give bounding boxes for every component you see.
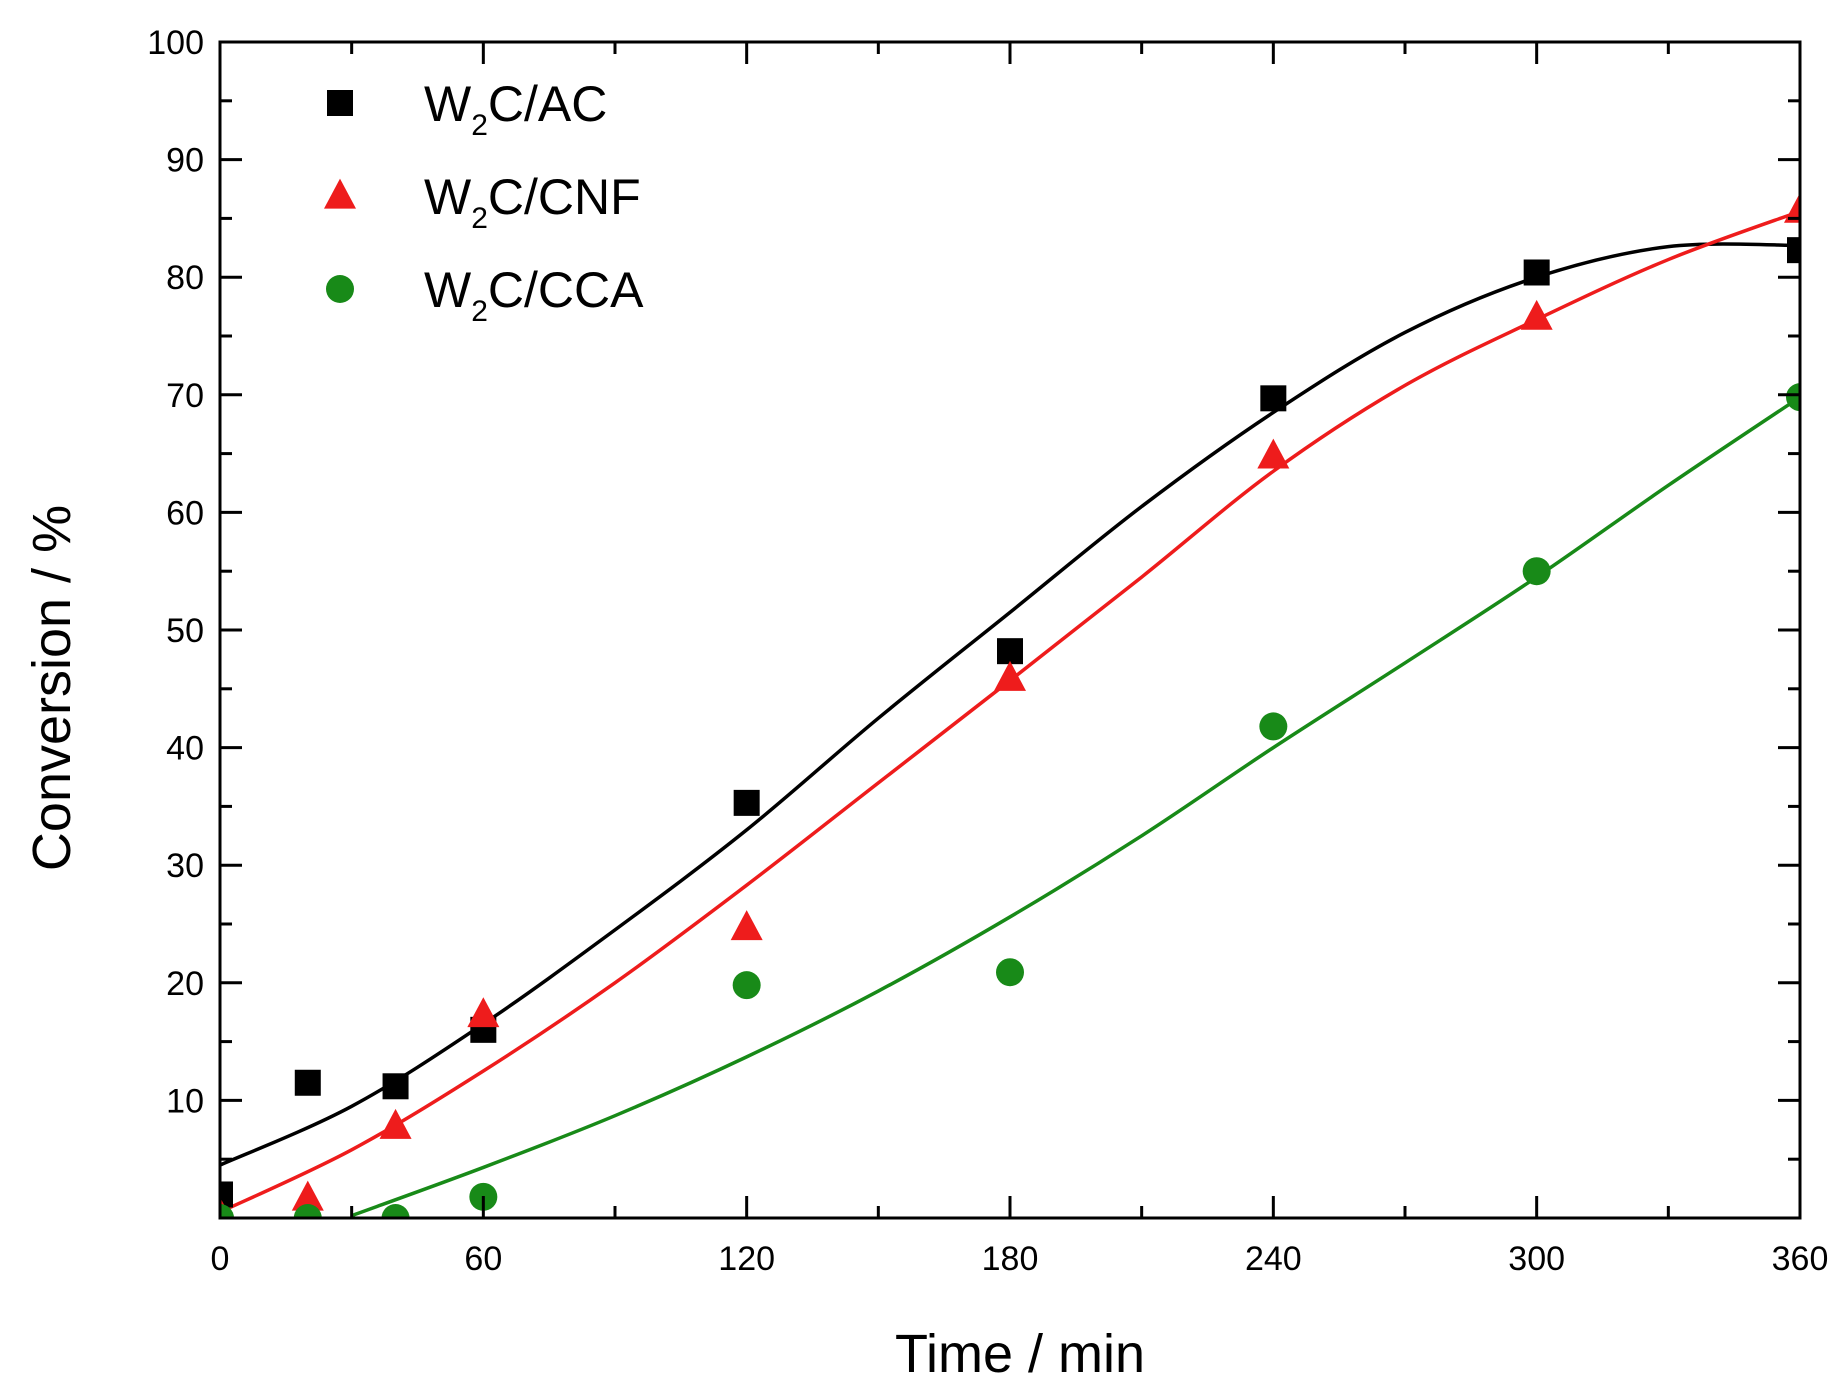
point-w2c-cnf [1520, 299, 1553, 330]
y-tick-label: 40 [166, 730, 204, 768]
point-w2c-cnf [994, 660, 1026, 691]
legend: W2C/AC W2C/CNF W2C/CCA [324, 76, 644, 328]
point-w2c-cnf [730, 910, 763, 941]
x-tick-label: 240 [1245, 1240, 1302, 1278]
point-w2c-ac [997, 638, 1023, 665]
y-tick-label: 20 [166, 965, 204, 1003]
legend-marker-w2c-ac [327, 90, 353, 116]
point-w2c-cca [293, 1204, 322, 1218]
x-tick-label: 0 [211, 1240, 230, 1278]
x-tick-label: 360 [1772, 1240, 1829, 1278]
point-w2c-cnf [1257, 438, 1290, 469]
point-w2c-cca [732, 971, 761, 1000]
point-w2c-cnf [291, 1180, 324, 1211]
x-tick-label: 180 [982, 1240, 1039, 1278]
point-w2c-cnf [467, 997, 500, 1028]
x-tick-label: 120 [718, 1240, 775, 1278]
y-tick-label: 70 [166, 377, 204, 415]
point-w2c-ac [1260, 385, 1287, 412]
fit-line-w2c-ac [220, 242, 1800, 1167]
y-tick-label: 10 [166, 1082, 204, 1120]
legend-label-w2c-cca: W2C/CCA [424, 262, 644, 328]
x-tick-label: 60 [464, 1240, 502, 1278]
legend-label-w2c-ac: W2C/AC [424, 76, 607, 142]
point-w2c-cnf [1784, 192, 1800, 223]
series-w2c-cca [220, 383, 1800, 1218]
y-tick-label: 80 [166, 259, 204, 297]
tick-labels: 0 60 120 180 240 300 360 10 20 30 40 50 60 70 80 90 100 [147, 24, 1828, 1278]
y-tick-label: 50 [166, 612, 204, 650]
point-w2c-cnf [379, 1108, 412, 1139]
legend-marker-w2c-cca [326, 275, 354, 303]
axis-ticks [218, 40, 1802, 1218]
point-w2c-ac [733, 789, 760, 816]
y-tick-label: 90 [166, 142, 204, 180]
legend-marker-w2c-cnf [324, 178, 356, 209]
fit-line-w2c-cnf [220, 209, 1800, 1214]
point-w2c-ac [220, 1181, 233, 1208]
point-w2c-cca [1522, 557, 1551, 586]
point-w2c-ac [1523, 259, 1550, 286]
point-w2c-cca [220, 1204, 234, 1218]
y-tick-label: 100 [147, 24, 204, 62]
y-tick-label: 30 [166, 847, 204, 885]
x-tick-label: 300 [1508, 1240, 1565, 1278]
series-w2c-ac [220, 237, 1800, 1208]
point-w2c-cca [1259, 712, 1288, 741]
point-w2c-ac [1787, 237, 1800, 264]
point-w2c-ac [294, 1069, 321, 1096]
data-markers [220, 192, 1800, 1218]
y-axis-title: Conversion / % [22, 505, 82, 871]
point-w2c-cca [996, 958, 1024, 987]
y-tick-label: 60 [166, 494, 204, 532]
legend-label-w2c-cnf: W2C/CNF [424, 169, 641, 235]
x-axis-title: Time / min [895, 1324, 1145, 1384]
fit-line-w2c-cca [351, 395, 1800, 1218]
point-w2c-ac [382, 1073, 409, 1100]
series-w2c-cnf [220, 192, 1800, 1218]
point-w2c-cca [381, 1204, 410, 1218]
fit-curves [220, 209, 1800, 1218]
point-w2c-cca [1786, 383, 1800, 412]
